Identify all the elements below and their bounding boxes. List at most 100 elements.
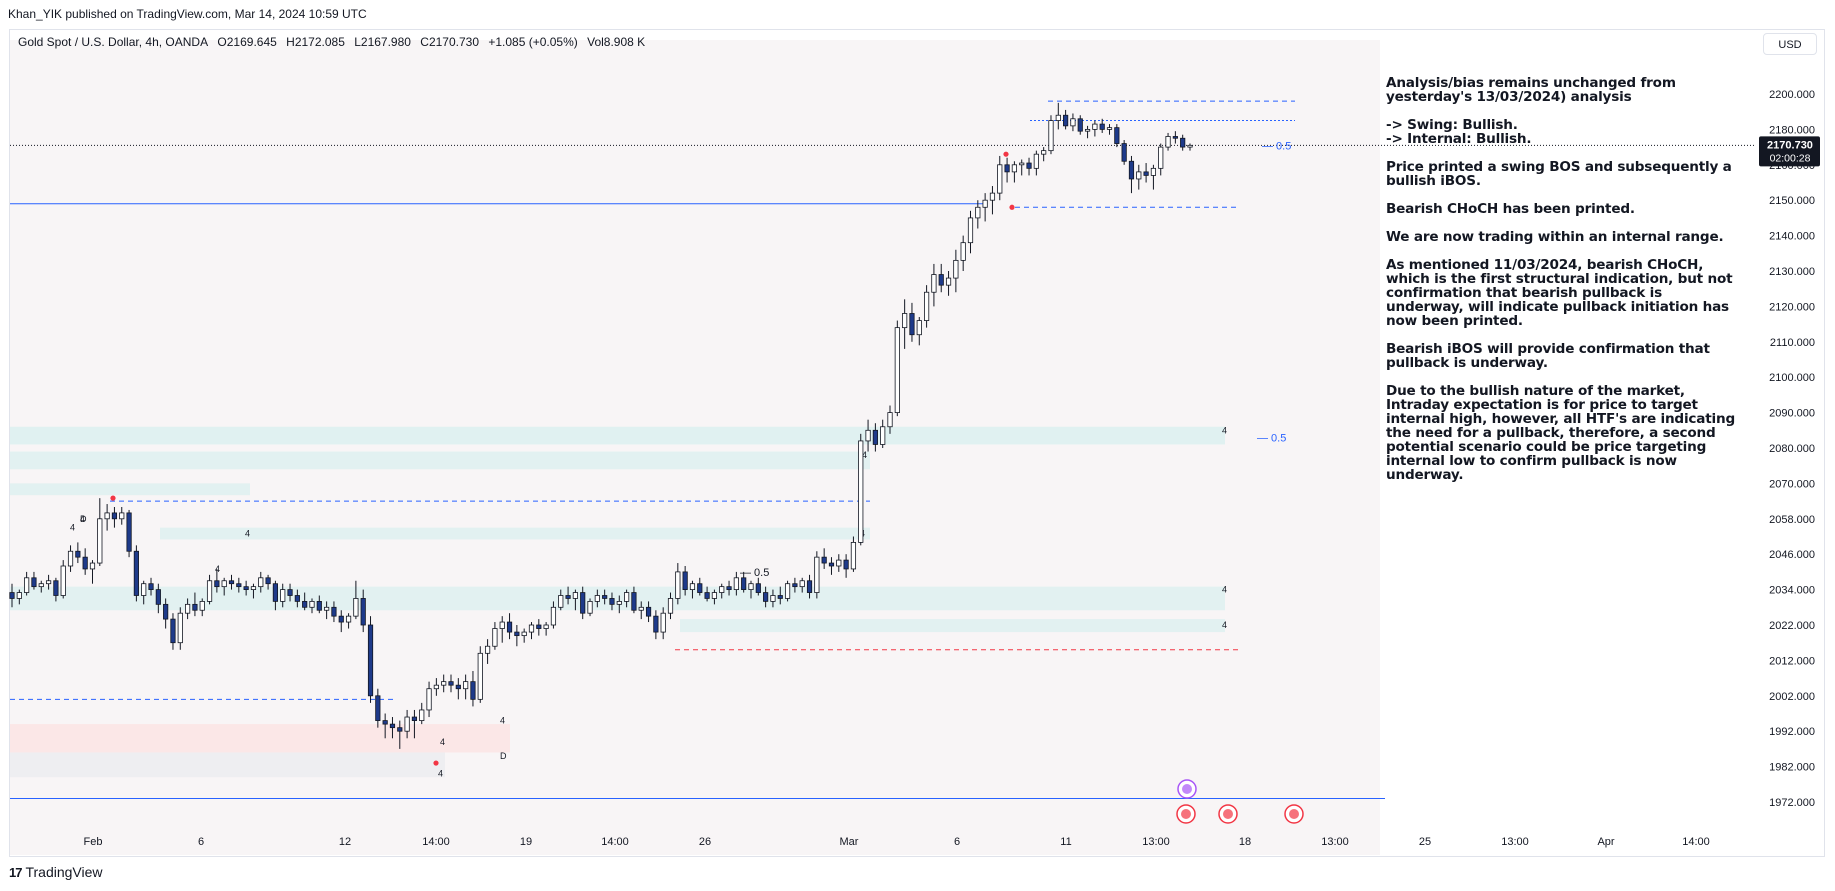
candle-body[interactable] <box>455 684 461 690</box>
candle-body[interactable] <box>931 274 937 293</box>
candle-body[interactable] <box>316 601 322 611</box>
candle-body[interactable] <box>463 681 469 690</box>
candle-body[interactable] <box>250 586 257 591</box>
candle-body[interactable] <box>975 206 981 219</box>
candle-body[interactable] <box>97 518 103 564</box>
candle-body[interactable] <box>1158 146 1164 169</box>
candle-body[interactable] <box>324 606 330 611</box>
candle-body[interactable] <box>236 583 242 588</box>
candle-body[interactable] <box>616 601 622 605</box>
candle-body[interactable] <box>53 580 59 596</box>
candle-body[interactable] <box>177 612 183 644</box>
candle-body[interactable] <box>228 580 235 585</box>
candle-body[interactable] <box>214 580 220 588</box>
candle-body[interactable] <box>682 571 688 591</box>
candle-body[interactable] <box>880 426 886 445</box>
candle-body[interactable] <box>1026 162 1032 169</box>
candle-body[interactable] <box>704 592 710 599</box>
candle-body[interactable] <box>1114 127 1120 144</box>
candle-body[interactable] <box>75 550 81 558</box>
candle-body[interactable] <box>441 681 447 686</box>
candle-body[interactable] <box>199 601 205 611</box>
candle-body[interactable] <box>360 598 366 626</box>
candle-body[interactable] <box>506 621 513 633</box>
candle-body[interactable] <box>265 577 271 585</box>
candle-body[interactable] <box>770 595 776 602</box>
candle-body[interactable] <box>302 601 308 608</box>
candle-body[interactable] <box>960 242 966 261</box>
candle-body[interactable] <box>792 583 798 588</box>
candle-body[interactable] <box>60 565 66 596</box>
candle-body[interactable] <box>470 681 476 700</box>
candle-body[interactable] <box>1143 171 1149 176</box>
candle-body[interactable] <box>638 606 644 611</box>
symbol-name[interactable]: Gold Spot / U.S. Dollar, 4h, OANDA <box>18 35 209 49</box>
candle-body[interactable] <box>155 589 161 605</box>
candle-body[interactable] <box>741 577 747 590</box>
candle-body[interactable] <box>148 583 154 591</box>
candle-body[interactable] <box>24 577 30 593</box>
candle-body[interactable] <box>748 583 754 591</box>
candle-body[interactable] <box>828 562 835 567</box>
candle-body[interactable] <box>989 192 996 201</box>
candle-body[interactable] <box>104 512 110 520</box>
candle-body[interactable] <box>777 595 783 599</box>
candle-body[interactable] <box>784 583 791 599</box>
candle-body[interactable] <box>294 595 300 602</box>
candle-body[interactable] <box>1055 114 1061 121</box>
candle-body[interactable] <box>945 277 952 286</box>
candle-body[interactable] <box>858 440 864 543</box>
candle-body[interactable] <box>16 592 22 599</box>
candle-body[interactable] <box>111 512 118 520</box>
candle-body[interactable] <box>887 412 893 428</box>
candle-body[interactable] <box>397 727 403 732</box>
candle-body[interactable] <box>89 562 96 570</box>
candle-body[interactable] <box>719 586 725 593</box>
candle-body[interactable] <box>799 580 805 588</box>
candle-body[interactable] <box>872 429 878 445</box>
candle-body[interactable] <box>733 577 739 590</box>
currency-button[interactable]: USD <box>1763 33 1817 55</box>
candle-body[interactable] <box>660 612 666 633</box>
candle-body[interactable] <box>550 606 557 626</box>
tradingview-logo[interactable]: 17 TradingView <box>9 864 103 880</box>
candle-body[interactable] <box>38 583 44 588</box>
candle-body[interactable] <box>119 512 125 520</box>
candle-body[interactable] <box>982 199 988 208</box>
candle-body[interactable] <box>587 601 593 614</box>
candle-body[interactable] <box>353 598 359 617</box>
candle-body[interactable] <box>141 583 147 596</box>
candle-body[interactable] <box>1165 136 1171 148</box>
candle-body[interactable] <box>572 592 578 599</box>
candle-body[interactable] <box>499 621 505 629</box>
candle-body[interactable] <box>843 559 849 570</box>
candle-body[interactable] <box>1172 136 1178 139</box>
candle-body[interactable] <box>602 595 608 599</box>
candle-body[interactable] <box>1099 123 1105 130</box>
candle-body[interactable] <box>170 618 176 644</box>
candle-body[interactable] <box>433 684 439 690</box>
candle-body[interactable] <box>836 559 842 567</box>
candle-body[interactable] <box>367 624 374 697</box>
candle-body[interactable] <box>477 652 483 700</box>
candle-body[interactable] <box>609 598 615 605</box>
candle-body[interactable] <box>67 550 74 567</box>
candle-body[interactable] <box>528 624 535 633</box>
candle-body[interactable] <box>426 688 432 711</box>
candle-body[interactable] <box>82 556 88 570</box>
candle-body[interactable] <box>287 589 293 596</box>
candle-body[interactable] <box>31 577 37 588</box>
candle-body[interactable] <box>1019 162 1025 166</box>
candle-body[interactable] <box>1092 123 1098 130</box>
candle-body[interactable] <box>419 709 425 721</box>
candle-body[interactable] <box>272 583 278 602</box>
candle-body[interactable] <box>331 606 337 617</box>
candle-body[interactable] <box>1070 118 1076 127</box>
candle-body[interactable] <box>1004 164 1010 173</box>
candle-body[interactable] <box>1048 120 1054 152</box>
candle-body[interactable] <box>624 592 630 602</box>
candle-body[interactable] <box>580 592 586 614</box>
candle-body[interactable] <box>938 274 944 286</box>
candle-body[interactable] <box>338 615 344 623</box>
candle-body[interactable] <box>492 628 498 647</box>
